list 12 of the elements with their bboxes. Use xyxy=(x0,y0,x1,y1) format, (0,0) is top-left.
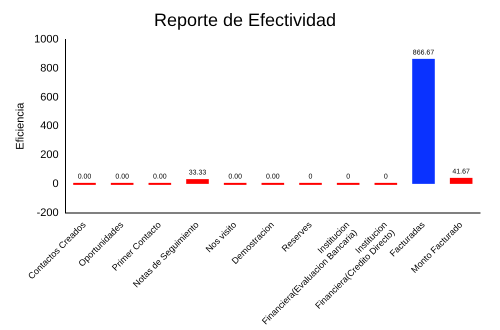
y-tick-label: 1000 xyxy=(34,34,59,46)
y-tick-label: 200 xyxy=(40,149,59,162)
y-tick-label: 600 xyxy=(40,91,59,104)
chart-title: Reporte de Efectividad xyxy=(154,10,336,30)
y-tick-label: -200 xyxy=(36,206,59,219)
bar xyxy=(450,178,472,184)
y-tick-label: 0 xyxy=(52,178,59,190)
bar xyxy=(412,58,435,184)
y-axis-title: Eficiencia xyxy=(14,102,27,150)
y-tick-label: 800 xyxy=(40,62,59,74)
y-tick-label: 400 xyxy=(40,120,59,132)
bar xyxy=(186,179,209,184)
